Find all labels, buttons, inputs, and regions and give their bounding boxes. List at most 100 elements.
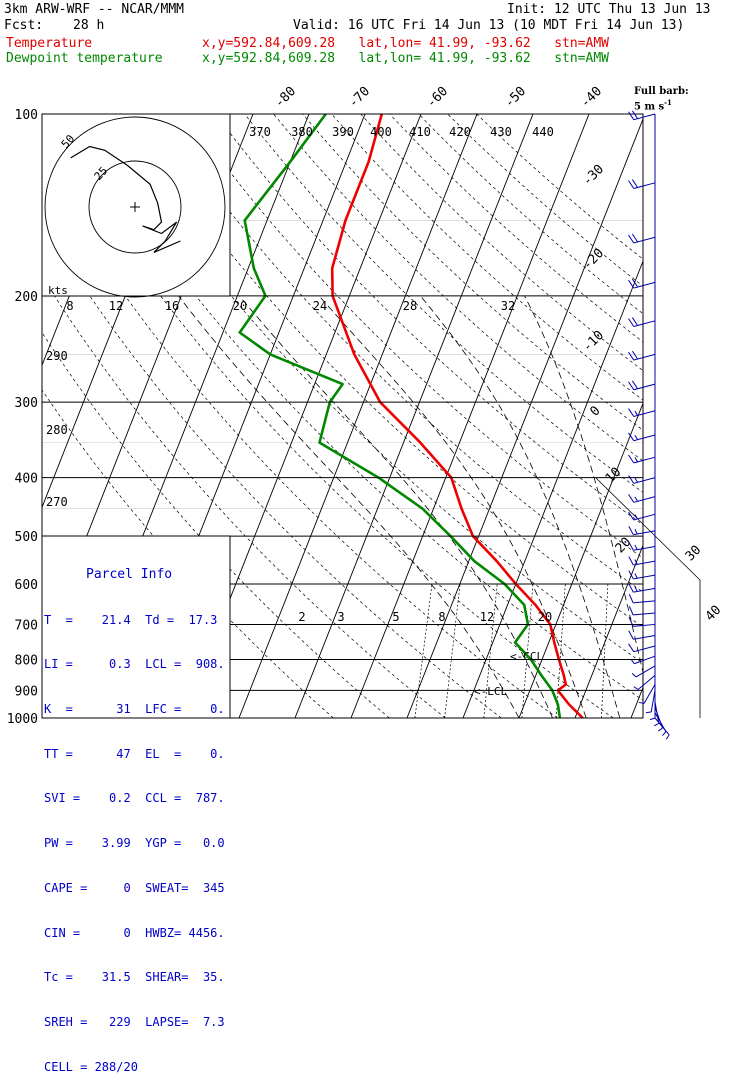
parcel-row-1: T = 21.4 Td = 17.3 (44, 612, 218, 627)
barb-half-flag (634, 573, 638, 579)
parcel-info-title: Parcel Info (86, 566, 173, 582)
barb-full-flag (628, 279, 635, 289)
forecast-label: Fcst: (4, 18, 44, 33)
parcel-info-panel: Parcel Info T = 21.4 Td = 17.3 LI = 0.3 … (44, 538, 230, 1090)
wind-barb-370 (628, 454, 656, 464)
barb-half-flag (634, 477, 639, 483)
barb-shaft (633, 623, 656, 627)
valid-time: Valid: 16 UTC Fri 14 Jun 13 (10 MDT Fri … (293, 18, 685, 33)
speed-scale-24: 24 (313, 299, 327, 313)
isotherm-20 (574, 544, 643, 718)
wind-barb-850 (633, 674, 656, 690)
isotherm--10 (406, 117, 643, 718)
barb-half-flag (634, 410, 639, 416)
theta-left-label-270: 270 (46, 495, 68, 509)
dry-adiabat-380 (273, 114, 643, 462)
barb-full-flag (628, 111, 635, 120)
wind-barb-550 (628, 556, 656, 566)
barb-legend-unit-exponent: -1 (664, 98, 672, 107)
dry-adiabat-420 (389, 114, 643, 343)
theta-label-440: 440 (532, 125, 554, 139)
barb-shaft (633, 634, 656, 640)
barb-half-flag (634, 544, 638, 550)
barb-full-flag (628, 351, 635, 361)
isotherm--20 (350, 114, 590, 718)
wind-barb-190 (628, 278, 656, 289)
pressure-label-500: 500 (15, 530, 38, 545)
dry-adiabat-390 (302, 114, 643, 431)
temp-tick-right-0: 0 (587, 403, 603, 419)
barb-full-flag (628, 475, 635, 484)
barb-half-flag (634, 559, 638, 565)
wind-barb-610 (628, 583, 656, 593)
speed-scale-32: 32 (501, 299, 515, 313)
parcel-row-6: PW = 3.99 YGP = 0.0 (44, 836, 225, 851)
barb-half-flag (662, 731, 667, 736)
isotherm--40 (238, 114, 478, 718)
theta-left-label-280: 280 (46, 423, 68, 437)
pressure-label-600: 600 (15, 578, 38, 593)
wind-barb-790 (630, 655, 656, 665)
pressure-label-300: 300 (15, 396, 38, 411)
temp-tick-top--60: -60 (424, 84, 451, 111)
plot-frame (41, 113, 644, 719)
dry-adiabat-410 (360, 114, 643, 372)
dry-adiabat-360 (215, 114, 643, 526)
wind-barb-250 (628, 350, 656, 361)
hodograph-trace (70, 145, 181, 253)
barb-legend-line1: Full barb: (634, 86, 689, 97)
parcel-info-box (41, 535, 231, 719)
barb-full-flag (628, 408, 635, 417)
pressure-label-700: 700 (15, 618, 38, 633)
dry-adiabat-270 (42, 275, 446, 718)
mixing-ratio-line-8 (521, 583, 534, 718)
barb-shaft (650, 690, 656, 713)
barb-shaft (654, 717, 670, 736)
wind-barb-310 (628, 408, 656, 417)
barb-shaft (633, 645, 656, 653)
wind-barb-820 (631, 665, 656, 678)
speed-scale-8: 8 (66, 299, 73, 313)
parcel-row-8: CIN = 0 HWBZ= 4456. (44, 925, 225, 940)
temperature-station-info: x,y=592.84,609.28 lat,lon= 41.99, -93.62… (202, 36, 609, 51)
temp-tick-right-10: 10 (603, 465, 625, 487)
parcel-row-10: SREH = 229 LAPSE= 7.3 (44, 1015, 225, 1029)
temp-tick-right--30: -30 (580, 162, 607, 189)
barb-half-flag (658, 727, 663, 732)
wind-barb-280 (628, 380, 656, 391)
barb-full-flag (631, 110, 639, 119)
barb-full-flag (628, 583, 634, 593)
barb-full-flag (631, 380, 639, 390)
parcel-row-9: Tc = 31.5 SHEAR= 35. (44, 970, 225, 985)
barb-full-flag (628, 570, 634, 580)
theta-label-420: 420 (449, 125, 471, 139)
wind-barb-640 (628, 593, 656, 604)
pressure-label-100: 100 (15, 108, 38, 123)
speed-scale-12: 12 (109, 299, 123, 313)
temp-tick-top--80: -80 (272, 84, 299, 111)
dewpoint-station-info: x,y=592.84,609.28 lat,lon= 41.99, -93.62… (202, 51, 609, 66)
mixing-ratio-label-12: 12 (480, 610, 494, 624)
barb-full-flag (628, 605, 634, 616)
dry-adiabat-350 (186, 114, 643, 559)
mixing-ratio-label-20: 20 (538, 610, 552, 624)
ccl-label: <-CCL (510, 650, 543, 663)
barb-full-flag (628, 526, 634, 535)
barb-half-flag (634, 496, 639, 502)
mixing-ratio-line-20 (601, 583, 609, 718)
pressure-label-900: 900 (15, 684, 38, 699)
dewpoint-legend-label: Dewpoint temperature (6, 51, 163, 66)
forecast-hour: 28 h (73, 18, 105, 33)
dry-adiabat-330 (128, 114, 643, 628)
hodograph-units: kts (48, 284, 68, 297)
wind-barb-520 (628, 541, 656, 551)
init-time: Init: 12 UTC Thu 13 Jun 13 (507, 2, 711, 17)
wind-barb-430 (628, 494, 656, 503)
temperature-curve (330, 114, 584, 718)
dry-adiabat-370 (244, 114, 643, 493)
barb-full-flag (631, 179, 639, 188)
isotherm-40 (687, 114, 740, 718)
dry-adiabat-340 (157, 114, 643, 593)
model-title: 3km ARW-WRF -- NCAR/MMM (4, 2, 185, 17)
